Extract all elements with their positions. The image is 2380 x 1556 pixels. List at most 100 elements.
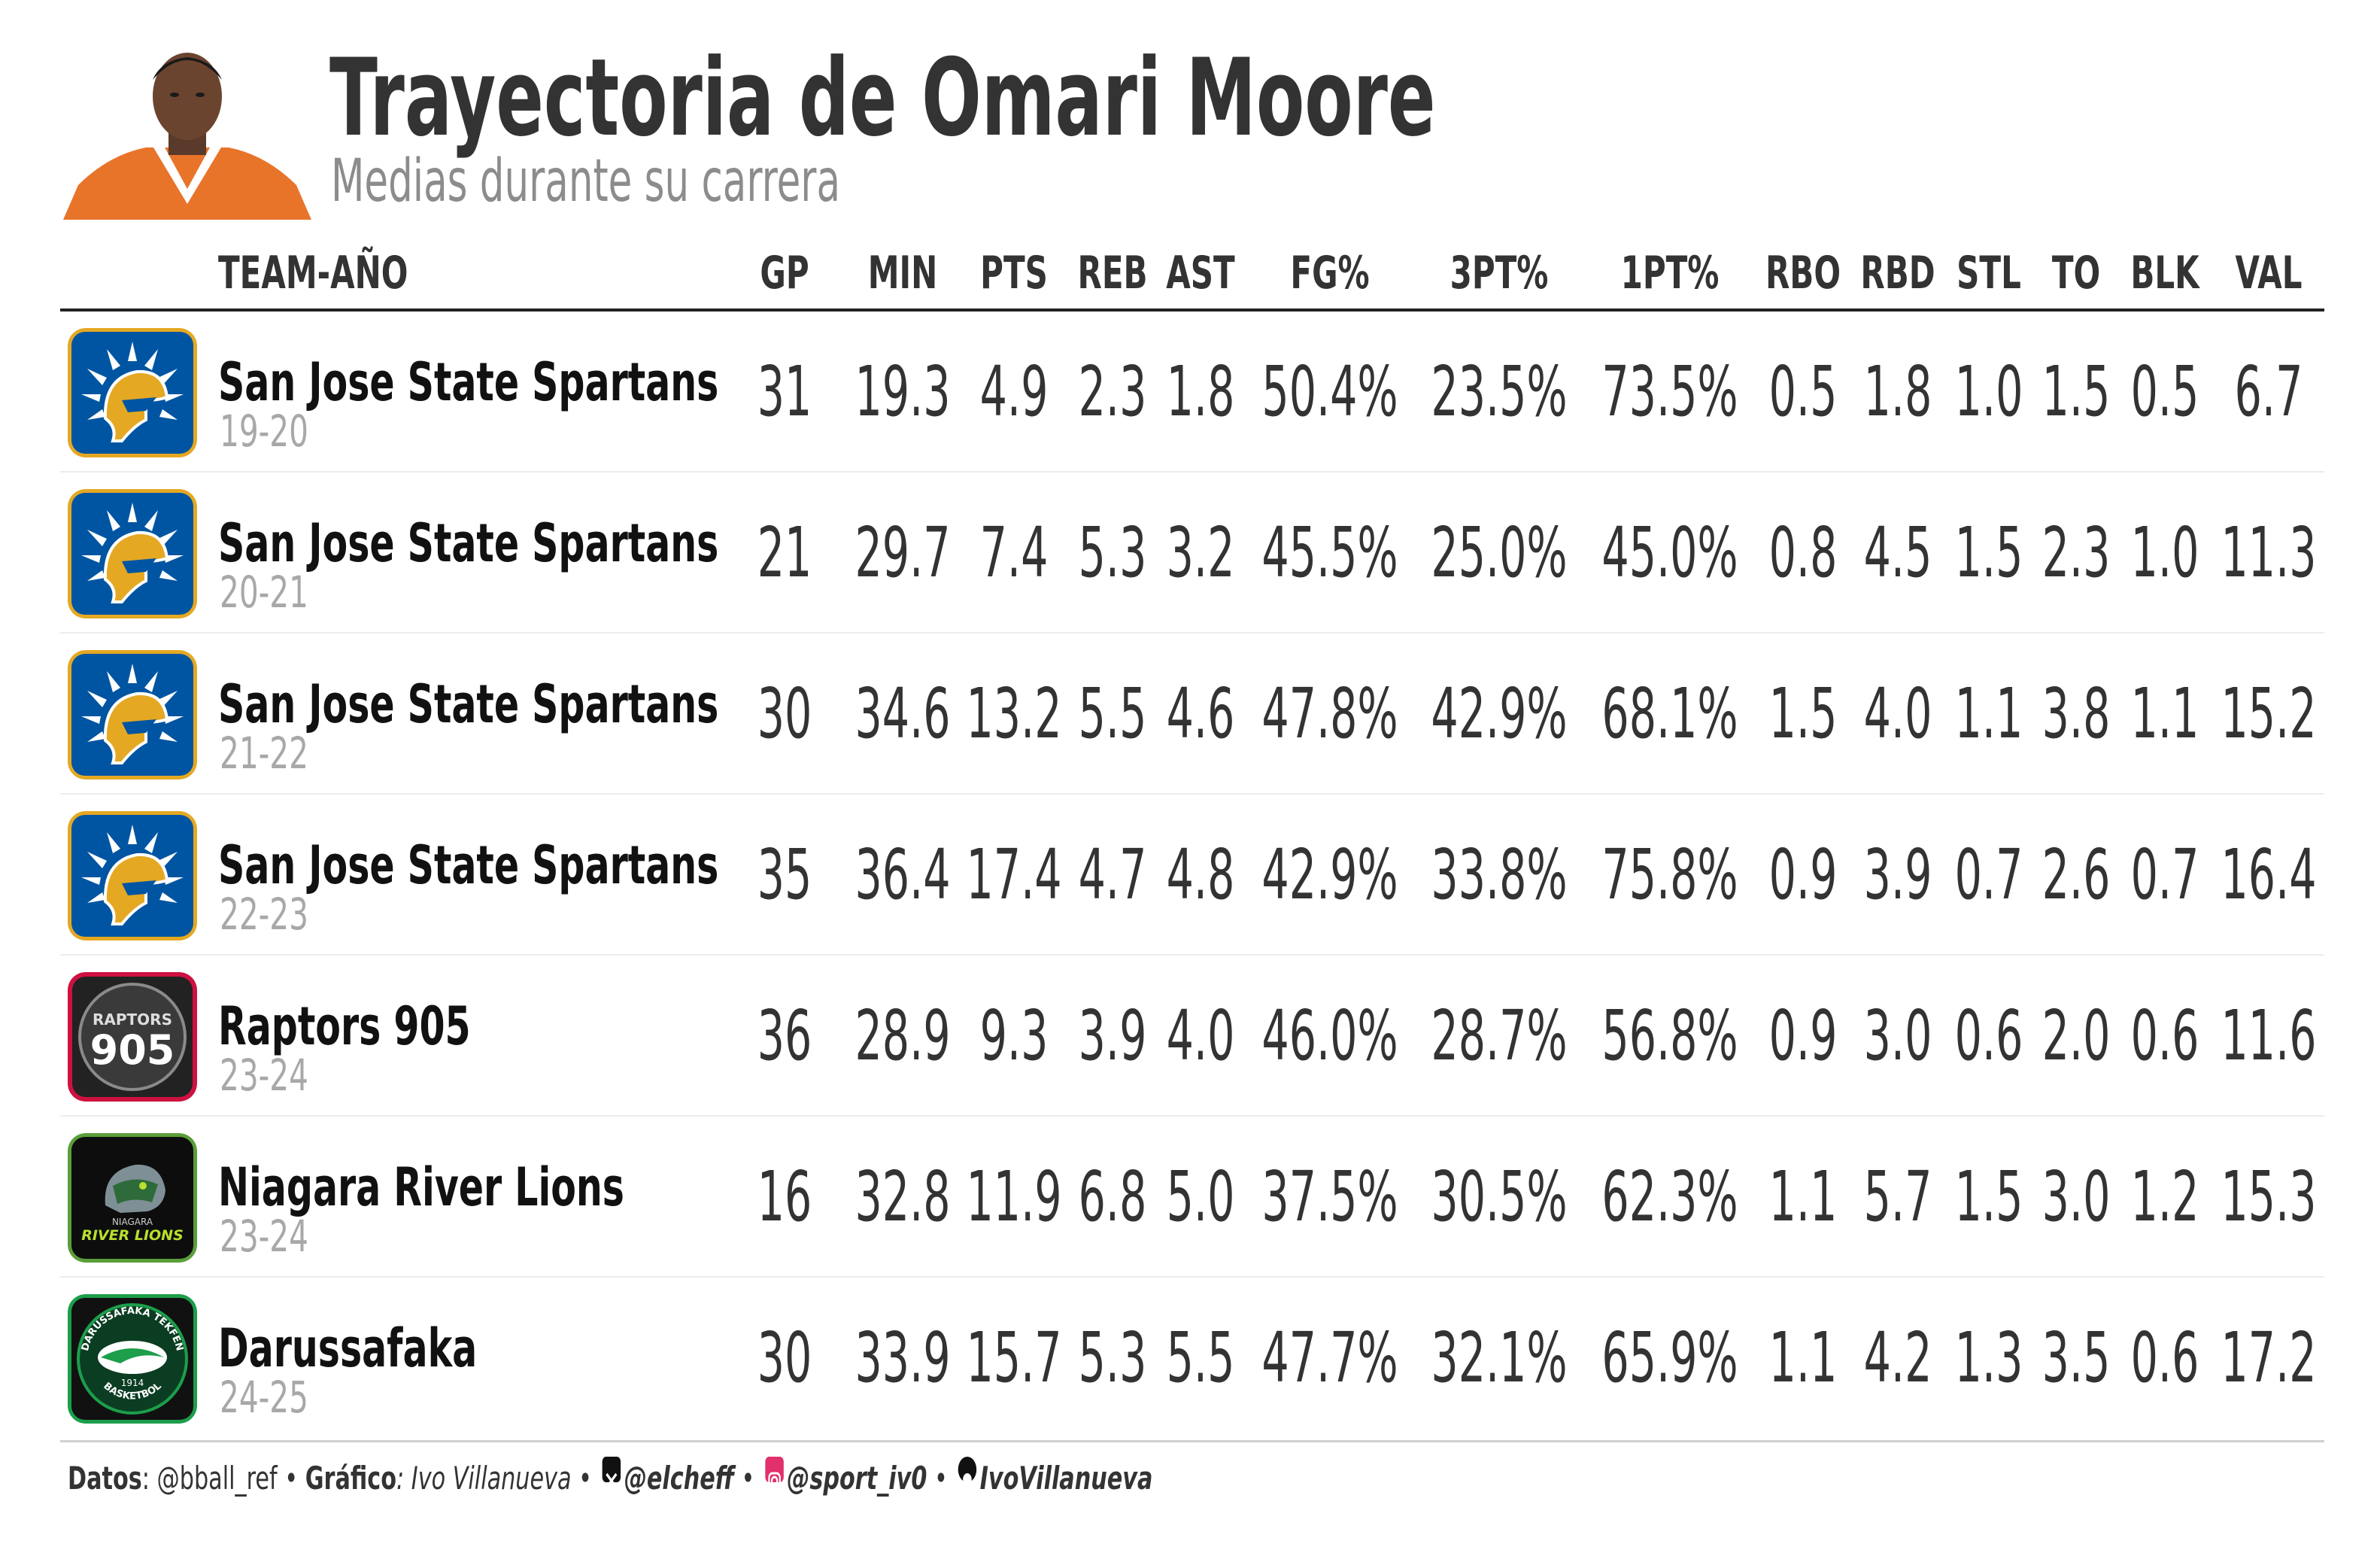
table-row: San Jose State Spartans 20-21 21 29.7 7.… (60, 473, 2324, 634)
cell-rbo: 0.8 (1768, 512, 1838, 593)
column-header-stl: STL (1957, 247, 2021, 299)
footer-github-handle[interactable]: IvoVillanueva (979, 1460, 1153, 1497)
team-name: San Jose State Spartans (218, 834, 719, 896)
footer-chart-value: : Ivo Villanueva (396, 1460, 572, 1497)
footer-separator: • (733, 1460, 763, 1497)
cell-stl: 0.7 (1954, 834, 2023, 915)
river-lions-logo-name-text: RIVER LIONS (81, 1227, 184, 1244)
column-header-gp: GP (760, 247, 809, 299)
cell-rbo: 1.5 (1768, 673, 1838, 754)
cell-val: 11.6 (2221, 995, 2317, 1076)
footer-separator: • (277, 1460, 305, 1497)
river-lions-logo: NIAGARA RIVER LIONS (68, 1133, 197, 1263)
darussafaka-logo-year: 1914 (121, 1378, 144, 1388)
table-row: San Jose State Spartans 21-22 30 34.6 13… (60, 634, 2324, 795)
table-row: RAPTORS 905 Raptors 905 23-24 36 28.9 9.… (60, 956, 2324, 1117)
cell-1pt-pct: 75.8% (1601, 834, 1738, 915)
cell-val: 11.3 (2221, 512, 2317, 593)
cell-ast: 5.5 (1166, 1317, 1235, 1398)
cell-gp: 16 (757, 1156, 812, 1237)
raptors-logo-number: 905 (90, 1026, 175, 1074)
team-season: 20-21 (220, 567, 308, 618)
team-season: 19-20 (220, 406, 308, 457)
cell-min: 36.4 (855, 834, 951, 915)
column-header-3pt-pct: 3PT% (1450, 247, 1549, 299)
column-header-blk: BLK (2130, 247, 2199, 299)
cell-pts: 15.7 (966, 1317, 1062, 1398)
column-header-1pt-pct: 1PT% (1620, 247, 1720, 299)
cell-min: 28.9 (855, 995, 951, 1076)
cell-ast: 4.6 (1166, 673, 1235, 754)
cell-blk: 1.2 (2130, 1156, 2199, 1237)
team-name: Darussafaka (218, 1317, 478, 1379)
cell-1pt-pct: 73.5% (1601, 351, 1738, 432)
column-header-rbo: RBO (1765, 247, 1841, 299)
footer-data-label: Datos (68, 1460, 142, 1497)
team-name: San Jose State Spartans (218, 673, 719, 735)
cell-gp: 35 (757, 834, 812, 915)
column-header-pts: PTS (980, 247, 1048, 299)
cell-val: 16.4 (2221, 834, 2317, 915)
footer-x-handle[interactable]: @elcheff (624, 1460, 734, 1497)
table-row: NIAGARA RIVER LIONS Niagara River Lions … (60, 1117, 2324, 1278)
cell-fg-pct: 47.7% (1261, 1317, 1398, 1398)
cell-ast: 4.0 (1166, 995, 1235, 1076)
cell-rbd: 3.9 (1863, 834, 1932, 915)
cell-blk: 1.0 (2130, 512, 2199, 593)
cell-3pt-pct: 23.5% (1431, 351, 1568, 432)
cell-3pt-pct: 25.0% (1431, 512, 1568, 593)
footer-instagram-handle[interactable]: @sport_iv0 (787, 1460, 927, 1497)
cell-rbo: 0.5 (1768, 351, 1838, 432)
cell-stl: 1.0 (1954, 351, 2023, 432)
raptors-905-logo: RAPTORS 905 (68, 972, 197, 1102)
cell-1pt-pct: 62.3% (1601, 1156, 1738, 1237)
cell-to: 3.0 (2042, 1156, 2111, 1237)
row-divider (60, 954, 2324, 956)
row-divider (60, 1276, 2324, 1278)
cell-stl: 1.1 (1954, 673, 2023, 754)
cell-reb: 3.9 (1078, 995, 1147, 1076)
row-divider (60, 1115, 2324, 1117)
cell-fg-pct: 45.5% (1261, 512, 1398, 593)
cell-blk: 0.6 (2130, 995, 2199, 1076)
cell-gp: 36 (757, 995, 812, 1076)
cell-min: 29.7 (855, 512, 951, 593)
spartans-logo (68, 650, 197, 780)
row-divider (60, 793, 2324, 795)
spartans-logo (68, 328, 197, 457)
player-photo (63, 42, 311, 220)
cell-to: 2.6 (2042, 834, 2111, 915)
column-header-fg-pct: FG% (1290, 247, 1370, 299)
raptors-logo-top-text: RAPTORS (93, 1010, 172, 1029)
cell-stl: 1.5 (1954, 512, 2023, 593)
cell-to: 1.5 (2042, 351, 2111, 432)
team-season: 21-22 (220, 728, 308, 779)
cell-stl: 1.3 (1954, 1317, 2023, 1398)
cell-rbd: 4.2 (1863, 1317, 1932, 1398)
spartans-logo (68, 811, 197, 941)
cell-reb: 6.8 (1078, 1156, 1147, 1237)
cell-fg-pct: 50.4% (1261, 351, 1398, 432)
chart-title: Trayectoria de Omari Moore (329, 36, 1436, 160)
cell-blk: 0.6 (2130, 1317, 2199, 1398)
cell-pts: 11.9 (966, 1156, 1062, 1237)
cell-fg-pct: 42.9% (1261, 834, 1398, 915)
header-rule (60, 308, 2324, 312)
cell-to: 2.3 (2042, 512, 2111, 593)
cell-1pt-pct: 45.0% (1601, 512, 1738, 593)
footer-credits: Datos: @bball_ref • Gráfico: Ivo Villanu… (68, 1452, 1152, 1505)
cell-val: 6.7 (2234, 351, 2303, 432)
cell-rbo: 1.1 (1768, 1156, 1838, 1237)
cell-pts: 13.2 (966, 673, 1062, 754)
column-header-reb: REB (1077, 247, 1148, 299)
cell-fg-pct: 47.8% (1261, 673, 1398, 754)
cell-fg-pct: 37.5% (1261, 1156, 1398, 1237)
team-name: Raptors 905 (218, 995, 471, 1057)
bottom-rule (60, 1440, 2324, 1442)
cell-rbo: 0.9 (1768, 834, 1838, 915)
team-season: 23-24 (220, 1211, 308, 1262)
table-row: San Jose State Spartans 22-23 35 36.4 17… (60, 795, 2324, 956)
chart-subtitle: Medias durante su carrera (331, 147, 841, 215)
x-icon (602, 1457, 621, 1489)
darussafaka-logo: DARUSSAFAKA TEKFEN BASKETBOL 1914 (68, 1294, 197, 1424)
